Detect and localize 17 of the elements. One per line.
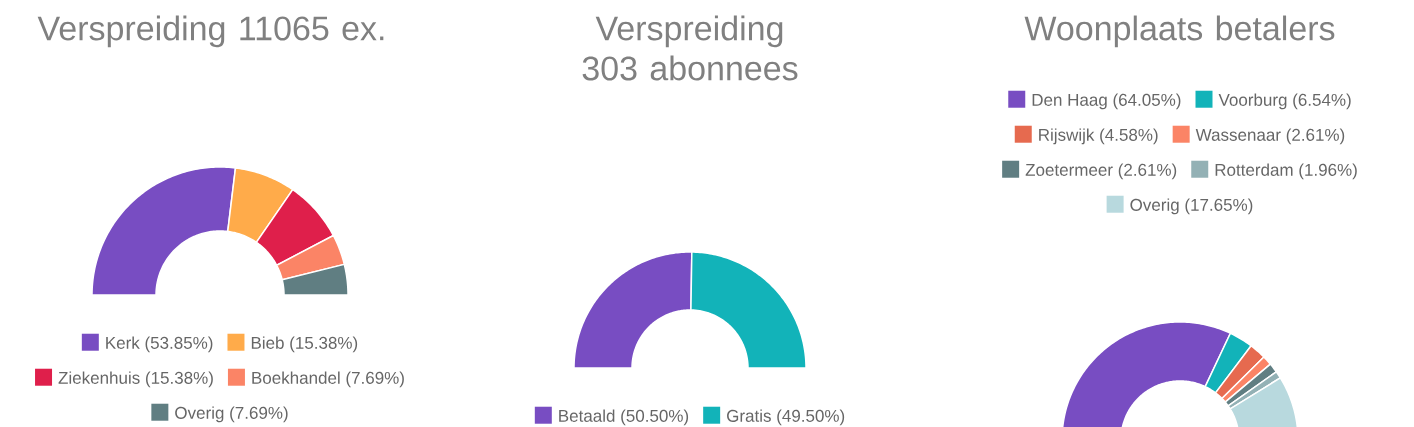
legend-label: Voorburg (6.54%) (1218, 93, 1351, 110)
legend-label: Zoetermeer (2.61%) (1025, 163, 1177, 180)
chart-title: Verspreiding 11065 ex. (37, 15, 384, 48)
legend-label: Gratis (49.50%) (727, 409, 845, 426)
legend-label: Ziekenhuis (15.38%) (58, 371, 213, 388)
legend-label: Bieb (15.38%) (251, 336, 358, 353)
legend-label: Rijswijk (4.58%) (1039, 128, 1158, 145)
legend-label: Den Haag (64.05%) (1032, 93, 1181, 110)
legend-label: Wassenaar (2.61%) (1195, 128, 1345, 145)
legend-label: Overig (7.69%) (175, 406, 288, 423)
legend-label: Boekhandel (7.69%) (252, 371, 404, 388)
chart-title: Woonplaats betalers (1024, 15, 1335, 48)
chart-title: Verspreiding 303 abonnees (582, 15, 798, 81)
legend-label: Overig (17.65%) (1130, 198, 1253, 215)
legend-label: Kerk (53.85%) (106, 336, 213, 353)
legend-label: Rotterdam (1.96%) (1215, 163, 1357, 180)
legend-label: Betaald (50.50%) (559, 409, 689, 426)
